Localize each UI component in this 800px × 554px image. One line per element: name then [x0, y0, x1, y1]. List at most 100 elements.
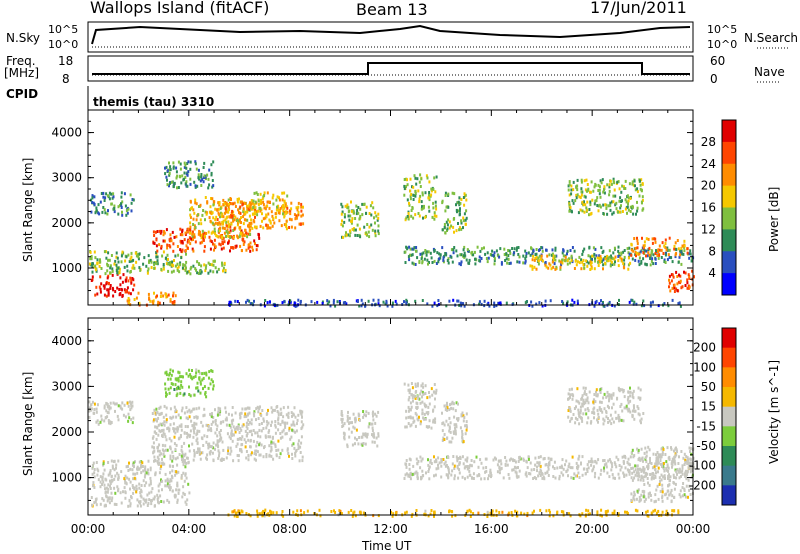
velocity-cell — [654, 493, 657, 497]
velocity-cell — [184, 452, 187, 456]
power-cell — [433, 248, 436, 252]
power-cell — [587, 254, 590, 258]
velocity-cell — [421, 382, 424, 386]
velocity-cell — [170, 373, 173, 377]
velocity-cell — [287, 405, 290, 409]
velocity-cell — [418, 397, 421, 401]
velocity-cell — [172, 456, 175, 460]
power-cell — [212, 216, 215, 220]
power-cell — [507, 257, 510, 261]
velocity-cell — [529, 472, 532, 476]
velocity-cell — [142, 497, 145, 501]
velocity-cell — [485, 469, 488, 473]
velocity-cell — [163, 462, 166, 466]
power-cell — [673, 247, 676, 251]
velocity-cell — [214, 408, 216, 412]
velocity-cell — [637, 396, 640, 400]
power-cell — [435, 175, 438, 179]
velocity-cell — [423, 412, 426, 416]
velocity-cell — [164, 387, 167, 391]
power-cell — [452, 298, 455, 302]
power-cell — [410, 253, 413, 257]
power-cell — [171, 260, 174, 264]
velocity-cell — [391, 514, 394, 518]
power-cell — [240, 231, 243, 235]
velocity-cell — [416, 461, 419, 465]
velocity-cell — [595, 390, 597, 394]
power-cell — [671, 273, 674, 277]
velocity-cell — [196, 437, 199, 441]
velocity-cell — [287, 415, 290, 419]
velocity-cell — [577, 408, 580, 412]
velocity-cell — [601, 514, 603, 518]
velocity-cell — [183, 392, 186, 396]
power-cell — [106, 269, 109, 273]
velocity-cell — [586, 407, 589, 411]
velocity-cell — [163, 420, 166, 424]
velocity-cell — [426, 425, 429, 429]
velocity-cell — [417, 459, 420, 463]
power-cell — [232, 246, 235, 250]
power-cell — [447, 261, 450, 265]
velocity-cell — [187, 461, 190, 465]
velocity-cell — [536, 465, 538, 469]
velocity-cell — [656, 451, 659, 454]
power-cell — [358, 227, 361, 231]
power-cell — [359, 235, 362, 239]
velocity-cell — [405, 459, 408, 462]
velocity-cell — [232, 418, 235, 422]
velocity-cell — [231, 510, 234, 514]
power-cell — [354, 233, 357, 237]
velocity-cell — [408, 463, 411, 466]
power-cell — [558, 259, 561, 263]
velocity-cell — [150, 499, 153, 503]
velocity-cell — [110, 491, 113, 495]
velocity-cell — [567, 397, 570, 401]
power-cell — [602, 249, 605, 253]
power-cell — [675, 270, 678, 274]
velocity-cell — [638, 474, 641, 478]
power-cell — [462, 196, 465, 199]
velocity-cell — [148, 498, 151, 502]
power-cell — [624, 187, 627, 190]
velocity-cell — [160, 412, 162, 416]
velocity-cell — [645, 474, 647, 478]
velocity-cell — [294, 430, 297, 434]
power-cell — [538, 254, 541, 258]
velocity-cell — [537, 474, 540, 478]
velocity-cell — [597, 476, 600, 480]
velocity-cell — [461, 435, 464, 439]
power-cell — [445, 304, 448, 308]
power-cell — [222, 269, 224, 273]
velocity-cell — [419, 422, 422, 426]
power-cell — [671, 286, 674, 290]
velocity-cell — [88, 400, 91, 404]
power-cell — [411, 253, 414, 257]
power-cell — [198, 262, 200, 266]
velocity-cell — [581, 394, 584, 398]
power-cell — [233, 201, 236, 205]
power-cell — [166, 169, 169, 173]
power-cell — [544, 263, 547, 267]
power-cell — [640, 259, 643, 263]
power-cell — [444, 194, 447, 197]
power-cell — [612, 251, 615, 255]
power-cell — [239, 227, 242, 231]
velocity-cell — [267, 421, 270, 425]
velocity-cell — [596, 393, 599, 397]
power-cell — [669, 289, 672, 293]
power-cell — [403, 187, 406, 191]
power-cell — [240, 229, 243, 233]
power-cell — [668, 285, 670, 289]
velocity-cell — [313, 512, 316, 515]
velocity-cell — [293, 446, 296, 450]
power-cell — [197, 176, 200, 180]
velocity-cell — [281, 430, 284, 434]
velocity-cell — [414, 471, 417, 475]
power-cell — [220, 211, 222, 215]
velocity-cell — [188, 415, 191, 419]
velocity-cell — [191, 424, 194, 428]
velocity-cell — [456, 466, 459, 470]
velocity-cell — [110, 459, 113, 463]
velocity-cell — [454, 429, 457, 433]
